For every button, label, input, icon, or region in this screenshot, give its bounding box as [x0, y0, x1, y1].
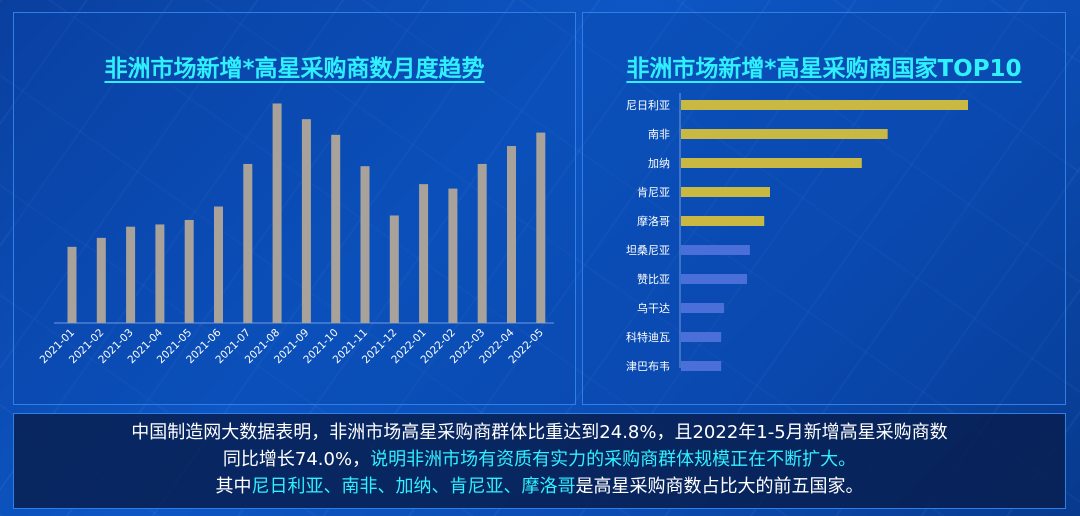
country-tick-label: 津巴布韦 [626, 360, 670, 373]
monthly-trend-panel: 非洲市场新增*高星采购商数月度趋势 2021-01 2021-02 2021-03 2… [13, 12, 576, 405]
country-bar-坦桑尼亚 [681, 245, 750, 255]
country-bar-津巴布韦 [681, 361, 722, 371]
monthly-bar-2022-05 [536, 132, 546, 323]
monthly-bar-2022-02 [448, 188, 458, 323]
country-bar-南非 [681, 129, 888, 139]
monthly-bar-2021-10 [331, 134, 341, 323]
caption-line-3-suffix: 是高星采购商数占比大的前五国家。 [575, 476, 864, 497]
country-tick-label: 加纳 [648, 157, 670, 170]
caption-line-2-plain: 同比增长74.0%， [222, 449, 371, 470]
country-tick-label: 科特迪瓦 [626, 330, 670, 344]
summary-caption: 中国制造网大数据表明，非洲市场高星采购商群体比重达到24.8%，且2022年1-… [13, 413, 1066, 509]
caption-line-2-highlight: 说明非洲市场有资质有实力的采购商群体规模正在不断扩大。 [370, 449, 857, 470]
country-bar-赞比亚 [681, 274, 748, 284]
monthly-bar-2021-08 [272, 103, 282, 323]
country-tick-label: 南非 [648, 128, 670, 141]
monthly-chart-title: 非洲市场新增*高星采购商数月度趋势 [104, 56, 485, 82]
monthly-bar-2021-04 [155, 224, 165, 323]
country-chart-title: 非洲市场新增*高星采购商国家TOP10 [626, 56, 1022, 82]
monthly-bar-2021-07 [243, 163, 253, 323]
country-tick-label: 肯尼亚 [637, 186, 670, 199]
caption-line-3: 其中尼日利亚、南非、加纳、肯尼亚、摩洛哥是高星采购商数占比大的前五国家。 [14, 473, 1065, 500]
monthly-bar-2021-02 [96, 237, 106, 323]
monthly-bar-2021-01 [67, 246, 77, 323]
caption-line-2: 同比增长74.0%，说明非洲市场有资质有实力的采购商群体规模正在不断扩大。 [14, 446, 1065, 473]
monthly-bar-2021-05 [184, 219, 194, 323]
monthly-bar-2022-03 [477, 163, 487, 323]
caption-line-1-text: 中国制造网大数据表明，非洲市场高星采购商群体比重达到24.8%，且2022年1-… [131, 422, 948, 443]
monthly-bar-2021-11 [360, 166, 370, 323]
caption-line-3-prefix: 其中 [215, 476, 252, 497]
country-tick-label: 乌干达 [637, 301, 670, 315]
country-bar-乌干达 [681, 303, 725, 313]
country-bar-加纳 [681, 158, 862, 168]
country-bar-尼日利亚 [681, 100, 968, 110]
country-bar-摩洛哥 [681, 216, 765, 226]
country-bar-科特迪瓦 [681, 332, 722, 342]
country-bar-肯尼亚 [681, 187, 770, 197]
country-tick-label: 坦桑尼亚 [626, 243, 670, 257]
country-tick-label: 摩洛哥 [637, 214, 670, 228]
monthly-bar-2021-09 [301, 119, 311, 323]
monthly-bar-2022-04 [507, 146, 516, 323]
monthly-bar-2021-06 [214, 206, 223, 323]
country-top10-panel: 非洲市场新增*高星采购商国家TOP10 尼日利亚南非加纳肯尼亚摩洛哥坦桑尼亚赞比… [582, 12, 1066, 405]
monthly-bar-2021-03 [126, 226, 136, 323]
country-tick-label: 尼日利亚 [626, 99, 670, 112]
caption-line-1: 中国制造网大数据表明，非洲市场高星采购商群体比重达到24.8%，且2022年1-… [14, 419, 1065, 446]
caption-line-3-highlight: 尼日利亚、南非、加纳、肯尼亚、摩洛哥 [251, 476, 576, 497]
monthly-bar-2021-12 [389, 215, 399, 323]
country-tick-label: 赞比亚 [637, 273, 670, 286]
monthly-bar-2022-01 [419, 184, 429, 323]
monthly-bar-chart: 2021-012021-022021-032021-042021-052021-… [38, 103, 554, 366]
